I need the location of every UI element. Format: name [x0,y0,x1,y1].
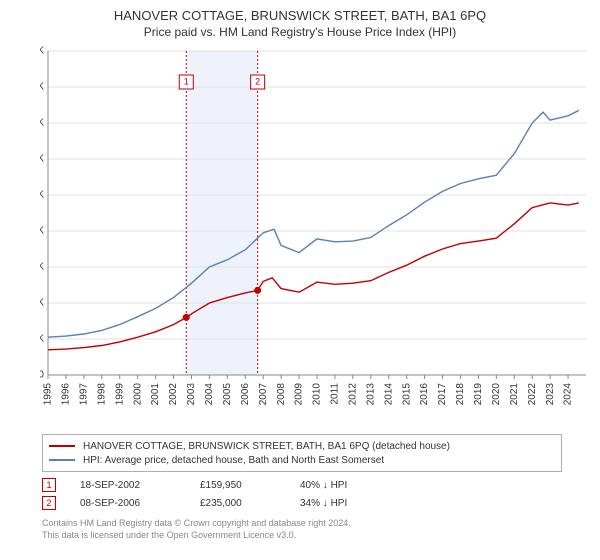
line-chart: £0 £100K £200K £300K £400K £500K £600K £700K £80… [40,45,600,425]
x-tick-label: 2020 [491,383,502,406]
x-tick-label: 2017 [437,383,448,406]
y-tick-label: £500K [40,190,44,201]
x-tick-label: 2005 [222,383,233,406]
x-tick-label: 2014 [383,383,394,406]
x-tick-label: 2012 [348,383,359,406]
event-price: £159,950 [200,480,300,491]
x-tick-label: 2010 [312,383,323,406]
event-marker-2: 2 [42,496,56,510]
x-tick-label: 1996 [61,383,72,406]
legend-swatch-property [49,445,75,447]
event-marker-1: 1 [42,478,56,492]
x-tick-label: 2023 [545,383,556,406]
chart-subtitle: Price paid vs. HM Land Registry's House … [0,23,600,45]
y-tick-label: £300K [40,262,44,273]
legend-item-hpi: HPI: Average price, detached house, Bath… [49,453,555,467]
event-table: 1 18-SEP-2002 £159,950 40% ↓ HPI 2 08-SE… [42,476,562,512]
y-tick-label: £100K [40,334,44,345]
x-tick-label: 2008 [276,383,287,406]
x-tick-label: 2000 [132,383,143,406]
x-tick-label: 2021 [509,383,520,406]
x-tick-label: 2024 [563,383,574,406]
event-pct: 34% ↓ HPI [300,498,420,509]
footnote-line: Contains HM Land Registry data © Crown c… [42,518,351,530]
shade-band [186,51,257,375]
x-tick-label: 2009 [294,383,305,406]
series-marker [183,314,190,321]
event-date: 08-SEP-2006 [80,498,200,509]
x-tick-label: 2011 [330,383,341,405]
footnote-line: This data is licensed under the Open Gov… [42,530,351,542]
legend: HANOVER COTTAGE, BRUNSWICK STREET, BATH,… [42,434,562,472]
x-tick-label: 1999 [114,383,125,406]
event-price: £235,000 [200,498,300,509]
y-tick-label: £700K [40,118,44,129]
event-date: 18-SEP-2002 [80,480,200,491]
series-marker [254,287,261,294]
footnote: Contains HM Land Registry data © Crown c… [42,518,351,541]
x-tick-label: 2018 [455,383,466,406]
legend-item-property: HANOVER COTTAGE, BRUNSWICK STREET, BATH,… [49,439,555,453]
y-tick-label: £400K [40,226,44,237]
y-tick-label: £0 [40,370,44,381]
x-tick-label: 2004 [204,383,215,406]
event-num: 1 [184,76,189,86]
chart-title: HANOVER COTTAGE, BRUNSWICK STREET, BATH,… [0,0,600,23]
event-row-2: 2 08-SEP-2006 £235,000 34% ↓ HPI [42,494,562,512]
x-tick-label: 2015 [401,383,412,406]
x-tick-label: 2003 [186,383,197,406]
x-tick-label: 2019 [473,383,484,406]
y-tick-label: £800K [40,82,44,93]
legend-label: HANOVER COTTAGE, BRUNSWICK STREET, BATH,… [83,441,450,452]
y-tick-label: £200K [40,298,44,309]
chart-area: £0 £100K £200K £300K £400K £500K £600K £700K £80… [40,45,600,425]
event-pct: 40% ↓ HPI [300,480,420,491]
legend-swatch-hpi [49,459,75,461]
x-tick-label: 2002 [168,383,179,406]
y-tick-label: £900K [40,46,44,57]
x-tick-label: 1995 [43,383,54,406]
x-tick-label: 2006 [240,383,251,406]
legend-label: HPI: Average price, detached house, Bath… [83,455,384,466]
x-tick-label: 2013 [365,383,376,406]
y-tick-label: £600K [40,154,44,165]
x-tick-label: 2022 [527,383,538,406]
x-tick-label: 1998 [96,383,107,406]
event-row-1: 1 18-SEP-2002 £159,950 40% ↓ HPI [42,476,562,494]
x-tick-label: 2016 [419,383,430,406]
series-property [48,203,579,350]
x-tick-label: 1997 [79,383,90,406]
x-tick-label: 2001 [150,383,161,406]
event-num: 2 [255,76,260,86]
x-tick-label: 2007 [258,383,269,406]
